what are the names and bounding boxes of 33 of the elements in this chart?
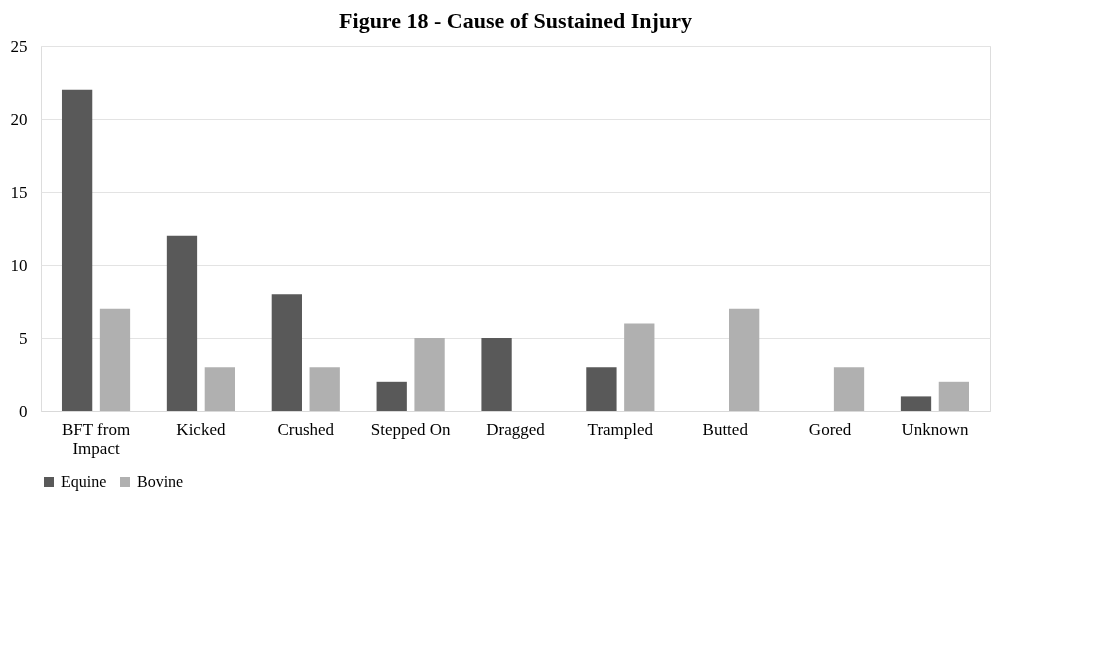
bar xyxy=(586,367,617,411)
y-tick-label: 20 xyxy=(10,109,28,129)
x-tick-label: Dragged xyxy=(486,419,546,439)
y-tick-label: 10 xyxy=(10,255,28,275)
x-tick-label: Stepped On xyxy=(370,419,452,439)
legend-label: Equine xyxy=(61,473,107,491)
chart-title: Figure 18 - Cause of Sustained Injury xyxy=(339,8,692,33)
bar xyxy=(61,89,93,411)
bar xyxy=(376,381,407,411)
bar xyxy=(900,396,932,411)
legend-label: Bovine xyxy=(137,473,184,490)
bar xyxy=(938,381,970,411)
bar xyxy=(271,294,302,411)
y-tick-label: 0 xyxy=(19,401,28,421)
x-tick-label: Crushed xyxy=(277,419,335,439)
x-tick-label: Unknown xyxy=(901,419,969,439)
bar xyxy=(833,367,865,411)
bar xyxy=(204,367,235,411)
y-tick-label: 5 xyxy=(19,328,28,348)
x-tick-label: Kicked xyxy=(176,419,226,439)
y-tick-label: 25 xyxy=(10,36,28,56)
x-tick-label: BFT from Impact xyxy=(61,419,131,458)
bar xyxy=(166,235,198,411)
bar xyxy=(481,338,512,411)
x-tick-label: Trampled xyxy=(587,419,654,439)
bar xyxy=(99,308,131,411)
bar xyxy=(729,308,760,411)
y-tick-label: 15 xyxy=(10,182,28,202)
x-tick-label: Gored xyxy=(808,419,852,439)
x-tick-label: Butted xyxy=(702,419,749,439)
bar xyxy=(624,323,655,411)
bar xyxy=(309,367,340,411)
bar xyxy=(414,338,445,411)
